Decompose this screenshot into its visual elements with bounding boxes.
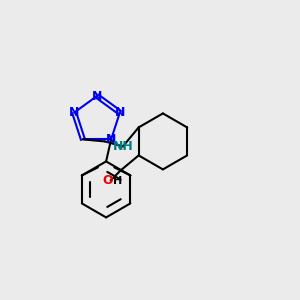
Text: N: N <box>115 106 125 119</box>
Text: H: H <box>113 176 122 186</box>
Text: N: N <box>92 89 102 103</box>
Text: O: O <box>102 174 113 187</box>
Text: NH: NH <box>112 140 133 153</box>
Text: N: N <box>106 133 116 146</box>
Text: N: N <box>69 106 80 119</box>
